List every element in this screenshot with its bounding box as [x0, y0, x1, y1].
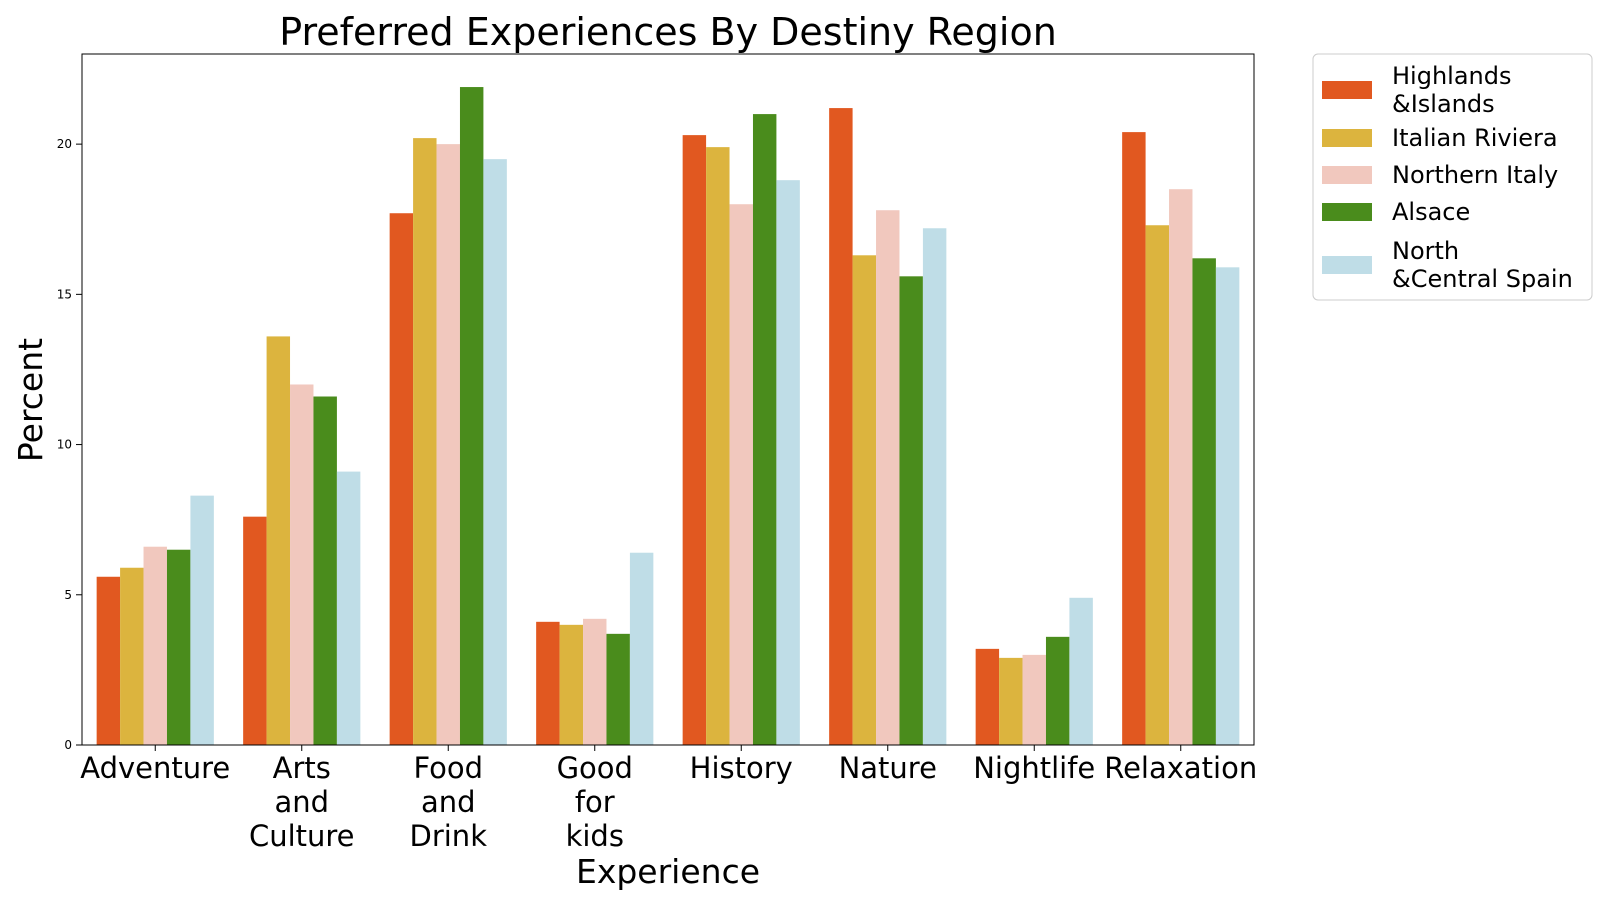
- bar-nightlife-series-1: [975, 648, 1000, 745]
- bar-relaxation-series-1: [1122, 132, 1146, 746]
- bar-nightlife-series-2: [999, 657, 1023, 745]
- legend-swatch-5: [1322, 256, 1372, 274]
- bar-nature-series-5: [922, 228, 947, 745]
- bar-relaxation-series-4: [1192, 258, 1216, 745]
- legend-swatch-2: [1322, 129, 1372, 147]
- bar-food-and-drink-series-2: [413, 138, 437, 745]
- bar-nightlife-series-5: [1069, 597, 1093, 745]
- bar-nightlife-series-4: [1045, 636, 1070, 745]
- bar-food-and-drink-series-1: [389, 213, 414, 746]
- y-tick-label: 5: [64, 588, 72, 602]
- bar-adventure-series-4: [166, 549, 191, 745]
- plot-area: [96, 87, 1240, 746]
- bar-arts-and-culture-series-2: [266, 336, 291, 745]
- plot-frame: [81, 53, 1255, 746]
- legend-label-3: Northern Italy: [1392, 161, 1558, 189]
- x-axis-label: Experience: [576, 852, 760, 891]
- y-tick-label: 0: [64, 738, 72, 752]
- legend-swatch-1: [1322, 81, 1372, 99]
- legend-swatch-3: [1322, 166, 1372, 184]
- bar-arts-and-culture-series-3: [290, 384, 314, 745]
- y-axis: 0 5 10 15 20: [57, 137, 82, 752]
- bar-arts-and-culture-series-1: [243, 516, 267, 745]
- x-tick-label-arts-and-culture: Arts and Culture: [249, 751, 355, 853]
- legend-label-2: Italian Riviera: [1392, 124, 1558, 152]
- bar-arts-and-culture-series-5: [336, 471, 361, 745]
- bar-adventure-series-2: [120, 567, 144, 745]
- legend-label-5: North &Central Spain: [1392, 237, 1573, 293]
- legend-label-4: Alsace: [1392, 198, 1470, 226]
- chart-title: Preferred Experiences By Destiny Region: [279, 10, 1057, 54]
- bar-history-series-3: [729, 204, 753, 746]
- bar-history-series-5: [776, 180, 800, 745]
- bar-nature-series-3: [876, 210, 900, 746]
- x-axis: Adventure Arts and Culture Food and Drink Good f…: [80, 745, 1257, 853]
- x-tick-label-nature: Nature: [839, 751, 937, 785]
- bar-adventure-series-1: [96, 576, 121, 745]
- y-axis-label: Percent: [11, 338, 50, 462]
- bar-history-series-2: [706, 147, 730, 745]
- legend-frame: [1312, 53, 1593, 301]
- y-tick-label: 15: [57, 287, 72, 301]
- bar-relaxation-series-2: [1145, 225, 1170, 745]
- x-tick-label-relaxation: Relaxation: [1104, 751, 1257, 785]
- x-tick-label-adventure: Adventure: [80, 751, 230, 785]
- bar-nature-series-1: [829, 108, 853, 745]
- bar-food-and-drink-series-4: [459, 87, 484, 746]
- bar-relaxation-series-3: [1169, 189, 1193, 745]
- bar-history-series-4: [752, 114, 777, 746]
- legend-swatch-4: [1322, 203, 1372, 221]
- bar-good-for-kids-series-2: [559, 624, 584, 745]
- bar-adventure-series-3: [143, 546, 167, 745]
- bar-good-for-kids-series-3: [583, 618, 607, 745]
- bar-history-series-1: [682, 135, 707, 745]
- y-tick-label: 20: [57, 137, 72, 151]
- x-tick-label-food-and-drink: Food and Drink: [410, 751, 488, 853]
- bar-arts-and-culture-series-4: [313, 396, 337, 745]
- bar-nightlife-series-3: [1022, 654, 1046, 745]
- bar-good-for-kids-series-5: [629, 552, 654, 745]
- bar-nature-series-4: [899, 276, 923, 745]
- bar-good-for-kids-series-4: [606, 633, 630, 745]
- bar-food-and-drink-series-3: [436, 144, 460, 745]
- bar-nature-series-2: [852, 255, 877, 746]
- bar-good-for-kids-series-1: [536, 621, 560, 745]
- legend: Highlands &Islands Italian Riviera Northern…: [1312, 53, 1593, 301]
- x-tick-label-good-for-kids: Good for kids: [557, 751, 633, 853]
- bar-relaxation-series-5: [1215, 267, 1240, 745]
- bar-food-and-drink-series-5: [483, 159, 507, 745]
- x-tick-label-nightlife: Nightlife: [973, 751, 1095, 785]
- y-tick-label: 10: [57, 438, 72, 452]
- x-tick-label-history: History: [690, 751, 793, 785]
- legend-label-1: Highlands &Islands: [1392, 62, 1511, 118]
- bar-adventure-series-5: [190, 495, 214, 745]
